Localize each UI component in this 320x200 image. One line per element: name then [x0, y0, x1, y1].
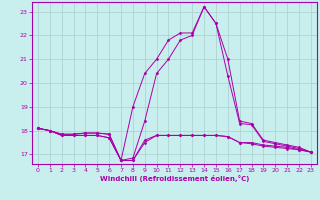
X-axis label: Windchill (Refroidissement éolien,°C): Windchill (Refroidissement éolien,°C) [100, 175, 249, 182]
